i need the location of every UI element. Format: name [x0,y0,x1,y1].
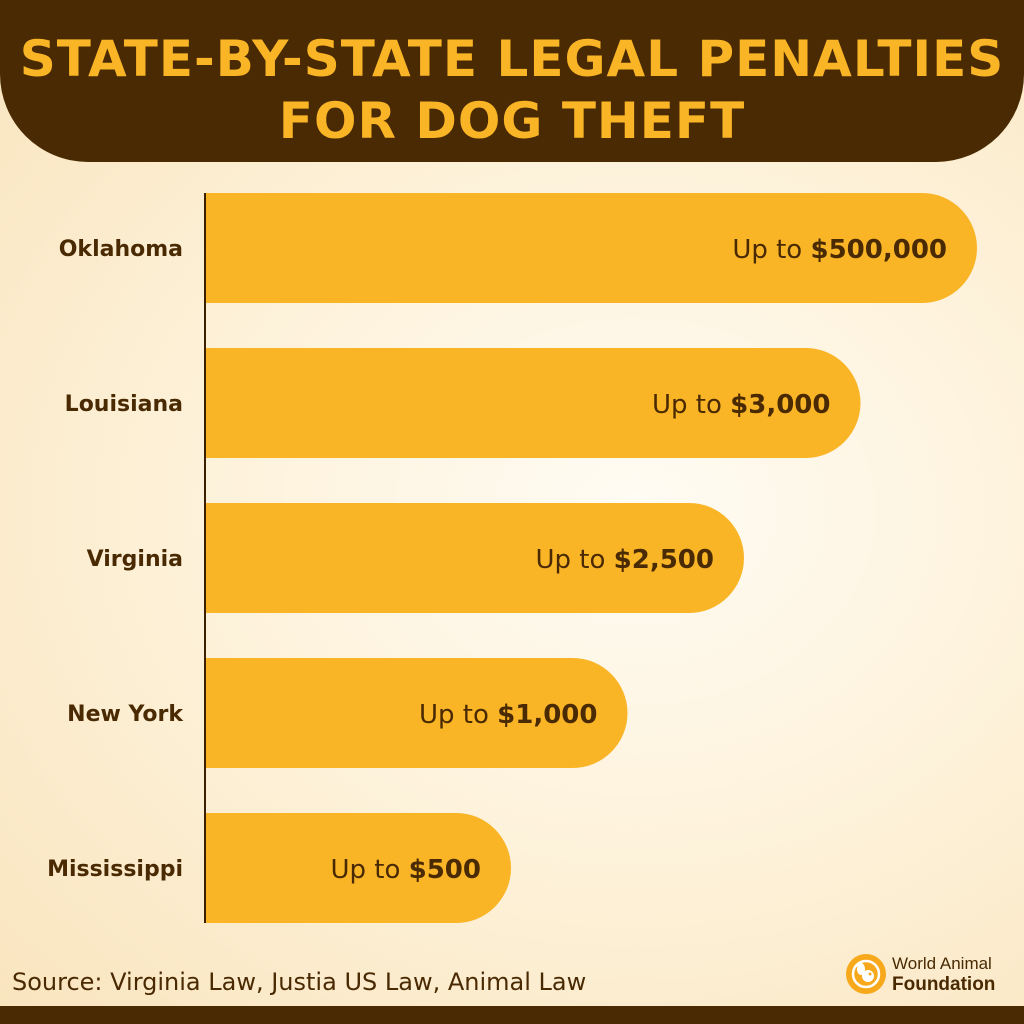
category-label: Mississippi [47,857,183,882]
data-label-value: $500,000 [810,235,947,265]
bar-virginia [205,503,744,613]
logo-text-line-1: World Animal [892,954,992,973]
logo-text-line-2: Foundation [892,974,996,995]
dog-head-icon [846,954,886,994]
data-label-prefix: Up to [732,235,810,265]
data-label-prefix: Up to [330,855,408,885]
bottom-strip [0,1006,1024,1024]
data-label-value: $3,000 [730,390,830,420]
data-label-prefix: Up to [652,390,730,420]
data-label: Up to $500,000 [732,235,947,265]
bar-louisiana [205,348,861,458]
category-label: Louisiana [65,392,183,417]
chart-title-line-2: FOR DOG THEFT [278,92,746,150]
data-label: Up to $1,000 [419,700,598,730]
bar-new-york [205,658,628,768]
category-label: Virginia [87,547,183,572]
data-label-value: $500 [409,855,481,885]
bar-oklahoma [205,193,977,303]
data-label: Up to $500 [330,855,481,885]
bar-mississippi [205,813,511,923]
data-label: Up to $2,500 [535,545,714,575]
source-note: Source: Virginia Law, Justia US Law, Ani… [12,968,587,996]
data-label-prefix: Up to [419,700,497,730]
data-label-value: $2,500 [614,545,714,575]
category-label: Oklahoma [59,237,183,262]
data-label-value: $1,000 [497,700,597,730]
world-animal-foundation-logo[interactable]: World Animal Foundation [846,952,1016,1000]
data-label-prefix: Up to [535,545,613,575]
category-label: New York [67,702,184,727]
header-banner: STATE-BY-STATE LEGAL PENALTIES FOR DOG T… [0,0,1024,162]
chart-title-line-1: STATE-BY-STATE LEGAL PENALTIES [19,30,1005,88]
data-label: Up to $3,000 [652,390,831,420]
